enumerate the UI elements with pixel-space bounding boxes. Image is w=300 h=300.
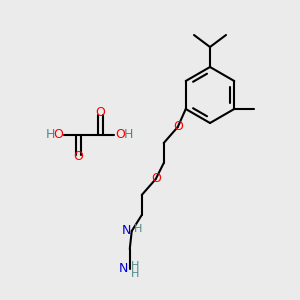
Text: O: O xyxy=(53,128,63,142)
Text: O: O xyxy=(95,106,105,119)
Text: H: H xyxy=(130,269,139,279)
Text: H: H xyxy=(134,224,142,234)
Text: O: O xyxy=(115,128,125,142)
Text: O: O xyxy=(73,151,83,164)
Text: H: H xyxy=(130,261,139,271)
Text: N: N xyxy=(122,224,131,238)
Text: O: O xyxy=(151,172,161,185)
Text: H: H xyxy=(45,128,55,142)
Text: N: N xyxy=(119,262,128,275)
Text: H: H xyxy=(123,128,133,142)
Text: O: O xyxy=(173,121,183,134)
